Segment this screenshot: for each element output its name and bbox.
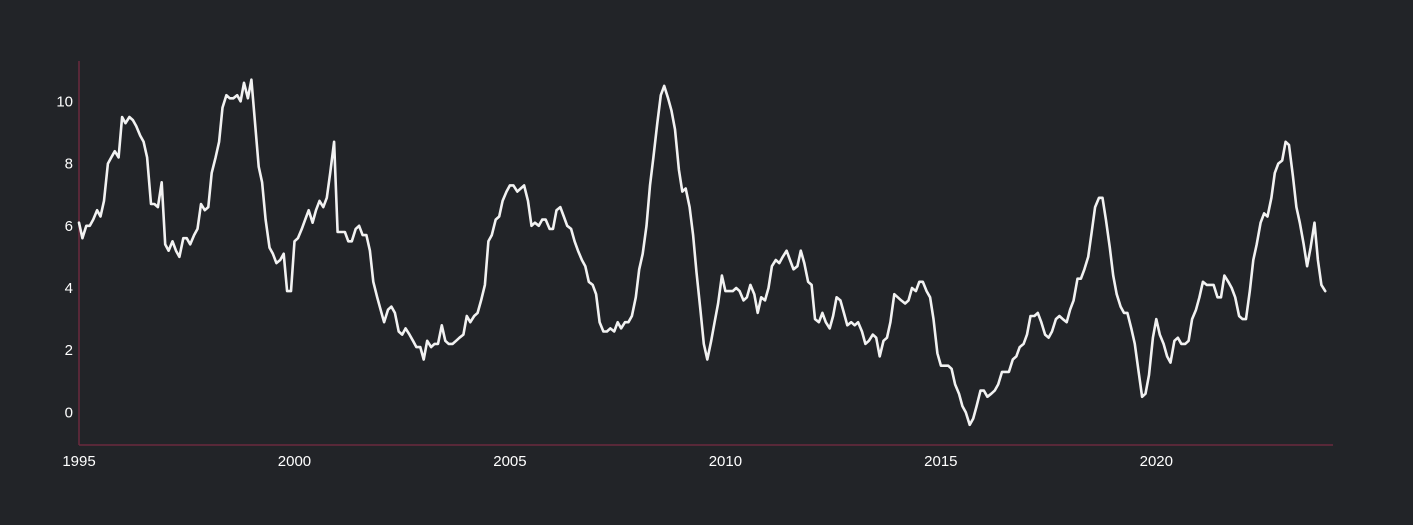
- y-tick-label: 2: [65, 342, 73, 359]
- y-tick-label: 0: [65, 404, 73, 421]
- y-tick-label: 4: [65, 280, 73, 297]
- y-tick-label: 6: [65, 218, 73, 235]
- y-tick-label: 10: [56, 93, 73, 110]
- x-tick-label: 2000: [278, 453, 311, 470]
- y-tick-label: 8: [65, 156, 73, 173]
- x-tick-label: 2010: [709, 453, 742, 470]
- x-tick-label: 2005: [493, 453, 526, 470]
- x-tick-label: 1995: [62, 453, 95, 470]
- x-axis-ticks: 1995 2000 2005 2010 2015 2020: [62, 453, 1173, 470]
- x-tick-label: 2015: [924, 453, 957, 470]
- y-axis-ticks: 0 2 4 6 8 10: [56, 93, 73, 421]
- series-line: [77, 78, 1327, 427]
- x-tick-label: 2020: [1140, 453, 1173, 470]
